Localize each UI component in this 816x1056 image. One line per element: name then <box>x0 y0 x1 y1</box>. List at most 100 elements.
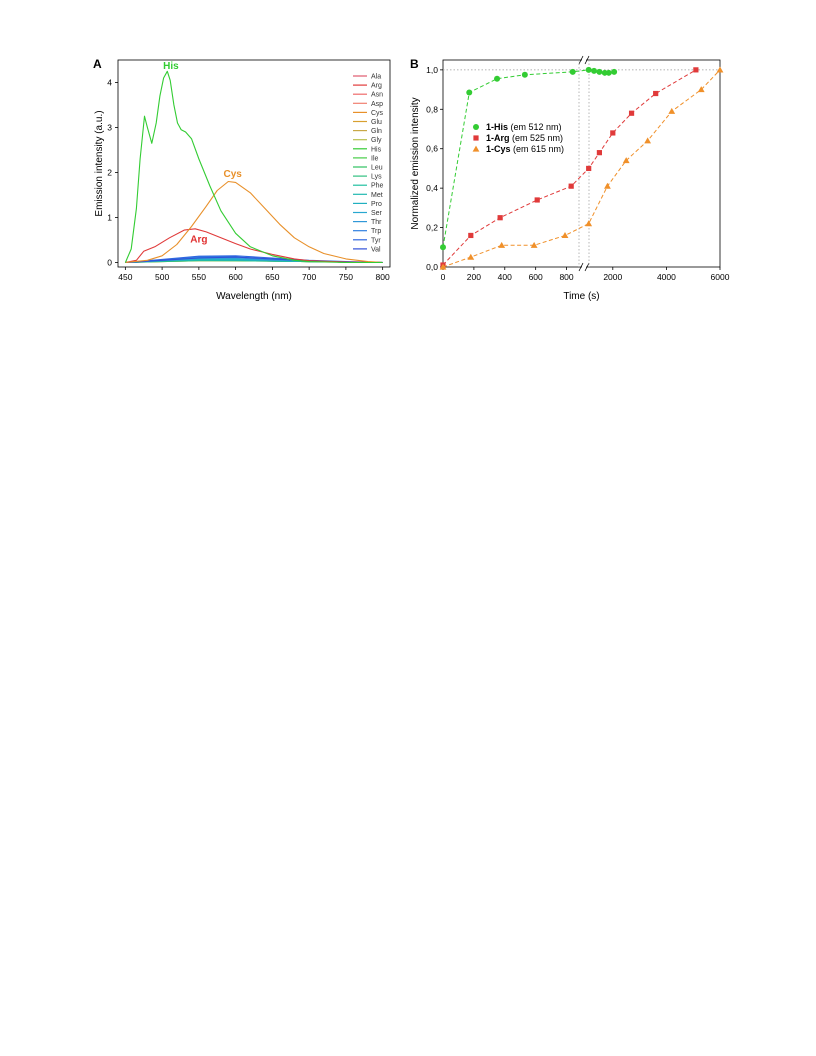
series-line-arg <box>125 228 383 264</box>
x-axis-title: Time (s) <box>563 291 599 302</box>
legend-series-suffix: (em 525 nm) <box>510 133 564 143</box>
legend-label-val: Val <box>371 246 381 253</box>
x-tick-label: 0 <box>441 272 446 282</box>
panel-letter-a: A <box>93 57 102 71</box>
x-tick-label: 550 <box>192 272 206 282</box>
data-point-1-cys <box>561 232 569 239</box>
legend-label-1-arg: 1-Arg (em 525 nm) <box>486 133 563 143</box>
data-point-1-arg <box>596 150 602 156</box>
legend-series-name: 1-Arg <box>486 133 510 143</box>
y-tick-label: 0,8 <box>426 104 438 114</box>
data-point-1-arg <box>628 110 635 116</box>
y-tick-label: 0,4 <box>426 183 438 193</box>
axis-break-mark <box>578 55 584 65</box>
y-axis-title: Normalized emission intensity <box>410 97 421 229</box>
legend-series-name: 1-His <box>486 122 508 132</box>
legend-label-met: Met <box>371 192 383 199</box>
data-point-1-his <box>596 68 603 75</box>
axis-break-gap-bottom <box>582 265 586 269</box>
legend-label-ser: Ser <box>371 210 383 217</box>
data-point-1-cys <box>622 157 630 164</box>
x-tick-label: 650 <box>265 272 279 282</box>
data-point-1-cys <box>668 107 676 114</box>
x-axis-title: Wavelength (nm) <box>216 291 292 302</box>
y-tick-label: 0,0 <box>426 262 438 272</box>
data-point-1-arg <box>468 232 474 239</box>
y-tick-label: 2 <box>107 168 112 178</box>
legend-marker-1-his <box>473 124 479 130</box>
data-point-1-his <box>569 68 576 75</box>
annotation-arg: Arg <box>190 234 207 245</box>
y-tick-label: 0,2 <box>426 223 438 233</box>
data-point-1-cys <box>530 241 538 248</box>
data-point-1-arg <box>534 197 540 203</box>
legend-label-arg: Arg <box>371 83 382 90</box>
data-point-1-his <box>591 67 598 74</box>
y-tick-label: 4 <box>107 78 112 88</box>
legend-marker-1-cys <box>472 145 480 152</box>
series-line-his <box>124 70 383 264</box>
legend-label-cys: Cys <box>371 110 384 117</box>
legend-label-leu: Leu <box>371 165 383 172</box>
legend-series-suffix: (em 512 nm) <box>508 122 562 132</box>
plot-frame-b <box>442 59 721 268</box>
x-tick-label: 4000 <box>657 272 676 282</box>
axis-break-gap-top <box>582 58 586 62</box>
x-tick-label: 6000 <box>711 272 730 282</box>
legend-label-trp: Trp <box>371 228 381 235</box>
y-tick-label: 3 <box>107 123 112 133</box>
legend-label-pro: Pro <box>371 201 382 208</box>
axis-break-mark <box>584 55 590 65</box>
legend-label-1-cys: 1-Cys (em 615 nm) <box>486 144 564 154</box>
data-point-1-cys <box>585 220 593 227</box>
figure: A B 450 500 550 600 650 700 750 800 0 1 2 3 4 Wavelen… <box>93 55 730 302</box>
data-point-1-cys <box>644 137 652 144</box>
legend-label-gly: Gly <box>371 137 382 144</box>
x-tick-label: 800 <box>376 272 390 282</box>
axis-break-mark <box>584 262 590 272</box>
axis-break-mark <box>578 262 584 272</box>
x-tick-label: 600 <box>529 272 543 282</box>
series-line-cys <box>125 180 383 264</box>
legend-label-glu: Glu <box>371 119 382 126</box>
data-point-1-cys <box>498 241 506 248</box>
legend-marker-1-arg <box>473 135 479 141</box>
data-point-1-cys <box>697 86 705 93</box>
y-tick-label: 0,6 <box>426 144 438 154</box>
data-point-1-arg <box>693 67 699 73</box>
y-tick-label: 1 <box>107 213 112 223</box>
data-point-1-arg <box>568 183 574 189</box>
annotation-his: His <box>163 61 179 72</box>
series-fit-1-cys <box>442 69 721 268</box>
x-tick-label: 450 <box>118 272 132 282</box>
legend-label-1-his: 1-His (em 512 nm) <box>486 122 562 132</box>
legend-series-name: 1-Cys <box>486 144 511 154</box>
data-point-1-arg <box>586 165 592 172</box>
legend-label-thr: Thr <box>371 219 382 226</box>
legend-label-asp: Asp <box>371 101 383 108</box>
data-point-1-his <box>466 89 473 96</box>
data-point-1-his <box>440 244 446 251</box>
legend-label-ile: Ile <box>371 155 379 162</box>
legend-label-his: His <box>371 146 382 153</box>
data-point-1-cys <box>439 263 447 270</box>
legend-label-lys: Lys <box>371 174 382 181</box>
data-point-1-arg <box>610 130 616 136</box>
x-tick-label: 750 <box>339 272 353 282</box>
x-tick-label: 800 <box>559 272 573 282</box>
y-tick-label: 0 <box>107 258 112 268</box>
data-point-1-arg <box>653 90 659 97</box>
x-tick-label: 400 <box>498 272 512 282</box>
legend-label-ala: Ala <box>371 74 381 81</box>
legend-label-tyr: Tyr <box>371 237 381 244</box>
data-point-1-his <box>494 75 501 82</box>
data-point-1-his <box>611 68 618 75</box>
legend-label-phe: Phe <box>371 183 384 190</box>
x-tick-label: 2000 <box>603 272 622 282</box>
x-tick-label: 500 <box>155 272 169 282</box>
x-tick-label: 700 <box>302 272 316 282</box>
data-point-1-arg <box>497 215 503 221</box>
data-point-1-cys <box>716 66 724 73</box>
chart-a: 450 500 550 600 650 700 750 800 0 1 2 3 4 Wavelength … <box>94 59 391 302</box>
legend-label-asn: Asn <box>371 92 383 99</box>
